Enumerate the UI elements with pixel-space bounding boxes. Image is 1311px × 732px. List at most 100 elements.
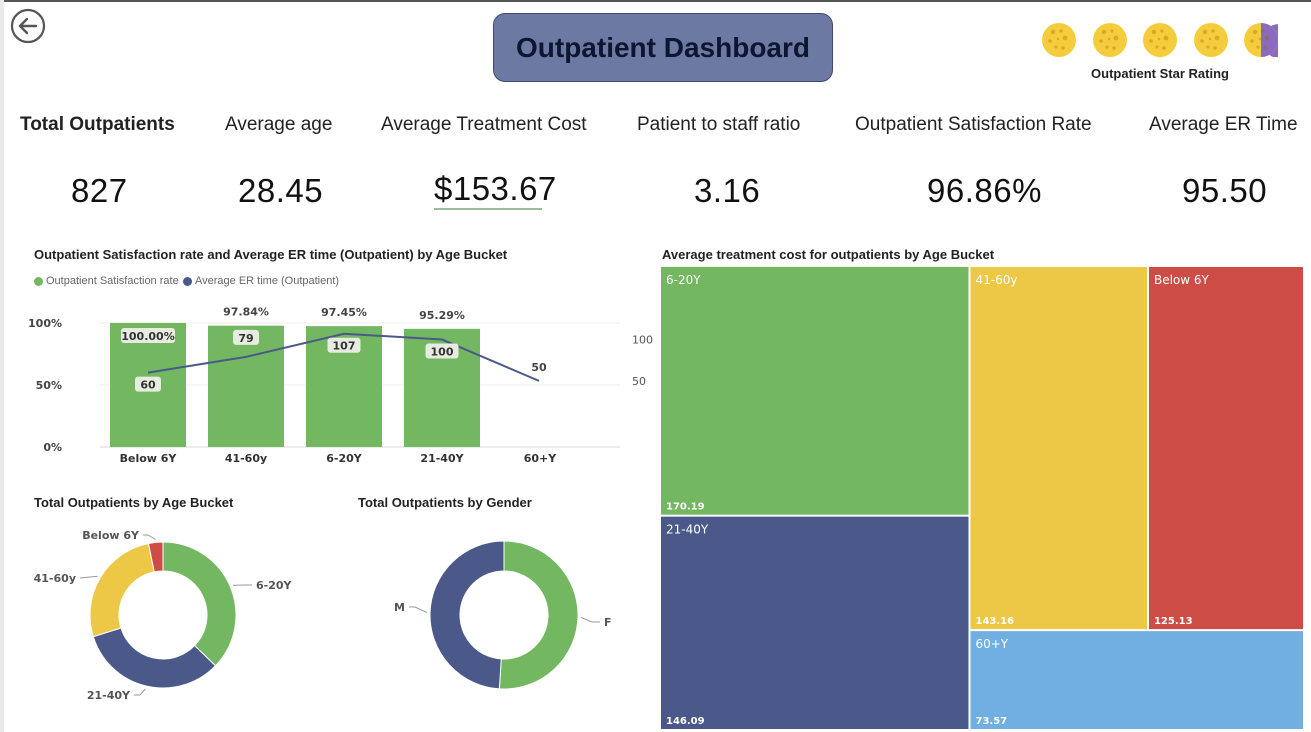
kpi-value-satisfaction-rate: 96.86% <box>927 172 1042 209</box>
bar-data-label: 97.45% <box>321 306 367 319</box>
moon-crater <box>1050 29 1056 35</box>
star-rating-moon-icon <box>1092 23 1127 57</box>
kpi-label-total-outpatients: Total Outpatients <box>20 114 175 135</box>
donut-slice-label: F <box>604 616 612 629</box>
moon-crater <box>1061 46 1065 50</box>
donut-slice-label: 21-40Y <box>87 689 131 702</box>
y-right-tick-label: 50 <box>632 375 646 388</box>
treemap-tile-value: 146.09 <box>666 716 705 727</box>
donut-slice-age <box>89 542 155 638</box>
back-arrow-icon[interactable] <box>10 8 46 44</box>
treemap-tile <box>661 516 969 729</box>
treemap-tile-value: 73.57 <box>975 716 1007 727</box>
line-data-label: 100 <box>431 346 454 359</box>
treemap-chart[interactable]: 6-20Y 170.19 21-40Y 146.09 41-60y 143.16 Below… <box>660 266 1306 732</box>
moon-crater <box>1208 37 1211 41</box>
moon-crater <box>1111 46 1116 50</box>
line-er-time <box>147 332 540 382</box>
donut-leader-line <box>143 534 156 540</box>
combo-chart[interactable]: 0% 50% 100% 50 100 Below 6Y 41-60y 6-20Y 21-40Y 6… <box>0 290 660 480</box>
moon-crater <box>1107 37 1110 41</box>
moon-body <box>1042 23 1076 57</box>
moon-body <box>1193 23 1228 57</box>
treemap-tile-label: 6-20Y <box>666 273 701 287</box>
kpi-value-average-er-time: 95.50 <box>1182 172 1268 209</box>
moon-crater <box>1256 45 1260 49</box>
moon-crater <box>1056 37 1060 41</box>
gender-donut-title: Total Outpatients by Gender <box>358 495 532 510</box>
y-left-tick-label: 50% <box>36 379 62 392</box>
moon-shadow-half <box>1261 23 1278 57</box>
line-data-label-bg <box>327 337 361 353</box>
treemap-tile-value: 143.16 <box>975 616 1014 627</box>
moon-crater <box>1163 35 1169 41</box>
donut-slice-label: 41-60y <box>34 572 76 585</box>
moon-crater <box>1109 29 1114 33</box>
moon-crater <box>1252 29 1258 35</box>
treemap-tile-value: 125.13 <box>1154 616 1193 627</box>
kpi-label-average-er-time: Average ER Time <box>1149 114 1298 135</box>
moon-body <box>1143 23 1177 57</box>
moon-crater <box>1104 45 1109 49</box>
moon-crater <box>1151 29 1157 35</box>
moon-crater <box>1205 45 1210 49</box>
page-title: Outpatient Dashboard <box>493 13 833 82</box>
line-data-label: 50 <box>531 361 547 374</box>
moon-crater <box>1149 39 1153 43</box>
age-donut-chart[interactable]: 6-20Y 21-40Y 41-60y Below 6Y <box>0 515 330 730</box>
x-tick-label: 6-20Y <box>326 452 363 465</box>
donut-leader-line <box>134 688 146 696</box>
kpi-label-average-age: Average age <box>225 114 333 135</box>
moon-crater <box>1101 29 1106 35</box>
moon-crater <box>1202 29 1207 35</box>
donut-slice-age <box>162 541 237 667</box>
combo-chart-title: Outpatient Satisfaction rate and Average… <box>34 247 508 262</box>
legend-satisfaction-rate[interactable]: Outpatient Satisfaction rate <box>34 275 179 287</box>
top-border <box>0 0 1311 2</box>
moon-crater <box>1250 39 1254 43</box>
legend-label-er-time: Average ER time (Outpatient) <box>195 275 340 287</box>
treemap-tile <box>970 631 1303 729</box>
treemap-tile-label: 60+Y <box>975 637 1008 651</box>
moon-crater <box>1160 29 1164 33</box>
moon-crater <box>1059 29 1063 33</box>
moon-crater <box>1258 37 1262 41</box>
moon-crater <box>1264 35 1270 41</box>
moon-crater <box>1210 29 1215 33</box>
donut-slice-label: M <box>394 601 405 614</box>
donut-leader-line <box>79 575 98 579</box>
moon-crater <box>1212 46 1217 50</box>
kpi-label-patient-staff-ratio: Patient to staff ratio <box>637 114 801 135</box>
x-tick-label: 21-40Y <box>420 452 464 465</box>
kpi-value-total-outpatients: 827 <box>71 172 128 209</box>
moon-crater <box>1199 39 1204 43</box>
donut-leader-line <box>409 606 428 614</box>
line-data-label-bg <box>135 376 161 392</box>
donut-slice-age <box>92 627 217 689</box>
kpi-underline <box>434 208 542 210</box>
legend-dot-navy-icon <box>183 276 192 286</box>
line-data-label: 107 <box>333 340 356 353</box>
star-rating-label: Outpatient Star Rating <box>1091 66 1229 81</box>
moon-crater <box>1263 46 1267 50</box>
donut-slice-gender <box>498 540 579 690</box>
treemap-tile-value: 170.19 <box>666 502 705 513</box>
moon-crater <box>1155 45 1159 49</box>
kpi-value-average-age: 28.45 <box>238 172 324 209</box>
age-donut-title: Total Outpatients by Age Bucket <box>34 495 234 510</box>
moon-crater <box>1261 29 1265 33</box>
y-left-tick-label: 0% <box>43 441 62 454</box>
kpi-label-average-treatment-cost: Average Treatment Cost <box>381 114 587 135</box>
moon-crater <box>1157 37 1161 41</box>
y-right-tick-label: 100 <box>632 334 653 347</box>
line-data-label: 60 <box>140 379 156 392</box>
gender-donut-chart[interactable]: FM <box>330 515 650 730</box>
left-border <box>0 0 4 732</box>
bar-satisfaction-rate <box>208 325 284 447</box>
legend-dot-green-icon <box>34 276 43 286</box>
y-left-tick-label: 100% <box>28 317 62 330</box>
x-tick-label: Below 6Y <box>120 452 178 465</box>
legend-er-time[interactable]: Average ER time (Outpatient) <box>183 275 339 287</box>
moon-crater <box>1162 46 1166 50</box>
moon-crater <box>1098 39 1103 43</box>
